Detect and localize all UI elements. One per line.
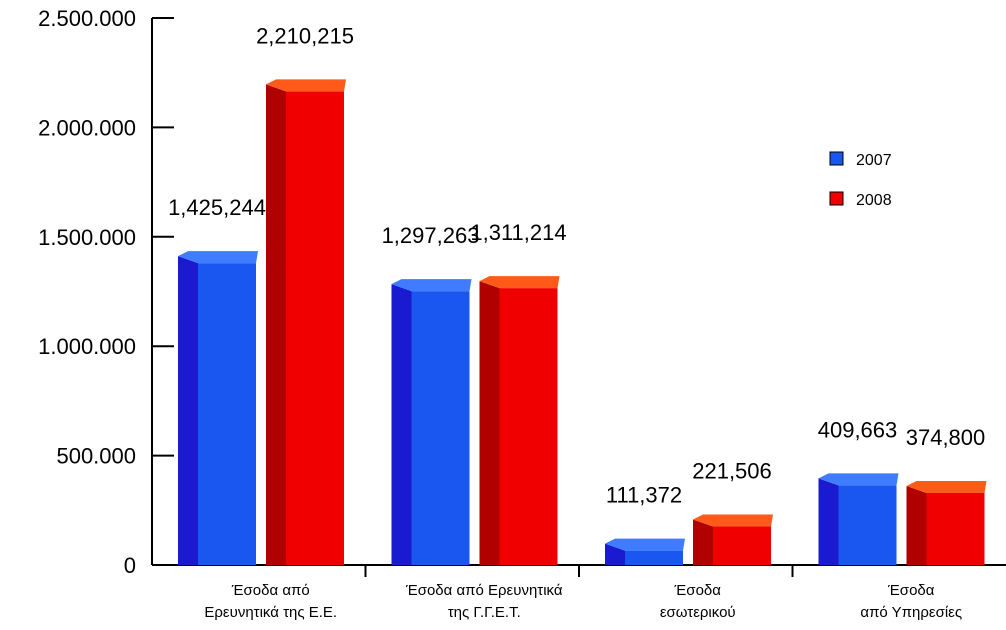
legend: 2007 2008 <box>829 151 892 209</box>
bar-2007-0 <box>178 251 258 565</box>
bar-2007-3 <box>818 473 899 565</box>
bar-top <box>391 279 472 292</box>
bar-2007-2 <box>605 538 685 565</box>
bar-front <box>198 263 256 565</box>
bar-2008-3 <box>906 480 987 565</box>
bar-front <box>625 550 683 565</box>
bar-2008-1 <box>479 276 560 565</box>
bar-side <box>479 281 500 565</box>
data-label: 1,425,244 <box>168 195 266 220</box>
y-axis: 0 500.000 1.000.000 1.500.000 2.000.000 2.500… <box>38 6 174 578</box>
data-label: 374,800 <box>906 425 986 450</box>
x-category-label: της Γ.Γ.Ε.Τ. <box>448 604 521 621</box>
x-category-label: Έσοδα από <box>231 582 310 599</box>
legend-swatch <box>829 191 844 206</box>
bar-2008-2 <box>693 514 773 565</box>
data-label: 1,311,214 <box>470 220 566 245</box>
bar-front <box>838 485 897 565</box>
bar-side <box>693 519 713 565</box>
bar-top <box>605 538 685 551</box>
y-tick-label: 1.500.000 <box>38 225 136 250</box>
data-label: 409,663 <box>818 417 898 442</box>
y-tick-label: 1.000.000 <box>38 334 136 359</box>
x-category-label: εσωτερικού <box>660 604 736 621</box>
bar-top <box>818 473 899 486</box>
bar-top <box>693 514 773 527</box>
legend-swatch <box>829 151 844 166</box>
bar-top <box>906 480 987 493</box>
data-label: 2,210,215 <box>256 23 354 48</box>
legend-item-2007: 2007 <box>829 151 892 169</box>
bar-side <box>391 284 412 565</box>
bars <box>178 79 987 565</box>
y-tick-label: 2.500.000 <box>38 6 136 31</box>
bar-2007-1 <box>391 279 472 565</box>
legend-label: 2008 <box>856 192 892 209</box>
bar-side <box>605 543 625 565</box>
data-label: 111,372 <box>606 483 682 508</box>
bar-side <box>818 478 839 565</box>
bar-front <box>926 492 985 565</box>
bar-front <box>499 288 558 565</box>
x-axis: Έσοδα από Ερευνητικά της Ε.Ε. Έσοδα από Ερ… <box>152 564 1006 621</box>
legend-item-2008: 2008 <box>829 191 892 209</box>
x-category-label: Έσοδα <box>674 582 722 599</box>
bar-side <box>906 485 927 565</box>
bar-side <box>266 84 286 565</box>
x-category-label: Ερευνητικά της Ε.Ε. <box>204 604 337 621</box>
bar-front <box>286 91 344 565</box>
data-label: 221,506 <box>692 459 772 484</box>
x-category-label: Έσοδα <box>887 582 935 599</box>
y-tick-label: 500.000 <box>56 444 136 469</box>
y-tick-label: 2.000.000 <box>38 115 136 140</box>
bar-top <box>178 251 258 264</box>
data-label: 1,297,263 <box>382 223 480 248</box>
bar-top <box>266 79 346 92</box>
bar-side <box>178 256 198 565</box>
bar-front <box>411 291 470 565</box>
x-category-label: από Υπηρεσίες <box>860 604 962 621</box>
legend-label: 2007 <box>856 152 892 169</box>
bar-front <box>713 526 771 565</box>
y-tick-label: 0 <box>124 553 136 578</box>
bar-2008-0 <box>266 79 346 565</box>
bar-top <box>479 276 560 289</box>
x-category-label: Έσοδα από Ερευνητικά <box>405 582 563 599</box>
